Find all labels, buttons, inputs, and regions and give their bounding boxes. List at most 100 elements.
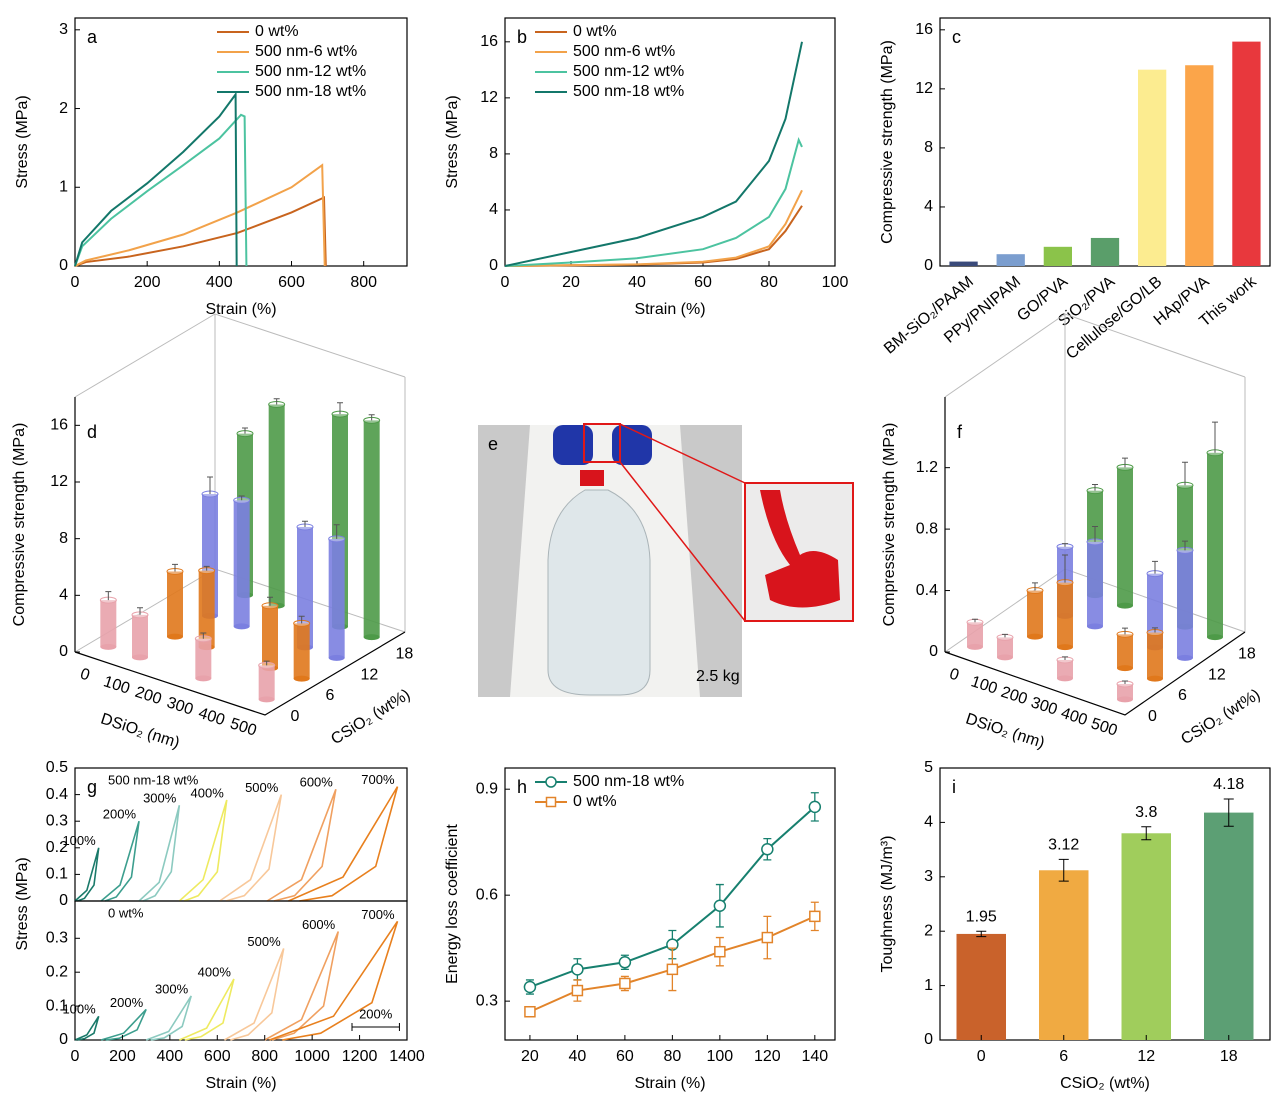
bar xyxy=(1057,582,1073,648)
loop-label: 100% xyxy=(62,1002,96,1017)
y-tick-label: 0 xyxy=(924,1031,933,1048)
loop-label: 300% xyxy=(155,981,189,996)
bar xyxy=(297,526,313,648)
bar xyxy=(268,404,285,606)
y-tick-label: 0 xyxy=(929,643,938,660)
error-bar xyxy=(207,476,213,495)
bar xyxy=(1147,632,1163,679)
x-tick-label: 140 xyxy=(801,1048,828,1065)
loop-label: 300% xyxy=(143,791,177,806)
x-tick-label: 500 xyxy=(228,715,259,739)
error-bar xyxy=(1122,680,1128,685)
error-bar xyxy=(1092,526,1098,542)
x-tick-label: 500 xyxy=(1089,715,1120,739)
x-tick-label: 120 xyxy=(754,1048,781,1065)
x-tick-label: 12 xyxy=(1137,1048,1155,1065)
marker xyxy=(809,910,821,923)
x-tick-label: 1400 xyxy=(389,1048,425,1065)
bar xyxy=(262,605,278,669)
y-tick-label: 5 xyxy=(924,759,933,776)
y-tick-label: 12 xyxy=(50,473,68,490)
y-tick-label: 1.2 xyxy=(916,459,938,476)
bar xyxy=(258,665,275,700)
error-bar xyxy=(203,565,210,571)
scale-bar-label: 200% xyxy=(359,1006,393,1021)
bar xyxy=(1207,452,1223,638)
loop xyxy=(178,799,228,902)
error-bar xyxy=(1152,627,1158,633)
frame xyxy=(939,17,1271,267)
line xyxy=(504,41,803,267)
z-tick-label: 0 xyxy=(291,708,300,725)
y-axis-label: Stress (MPa) xyxy=(444,95,461,188)
marker xyxy=(761,931,774,944)
annotation: 2.5 kg xyxy=(696,668,740,685)
y-tick-label: 0.6 xyxy=(476,886,498,903)
error-bar xyxy=(302,520,308,527)
bar xyxy=(233,500,250,627)
y-tick-label: 16 xyxy=(480,33,498,50)
x-tick-label: 100 xyxy=(822,274,849,291)
bar xyxy=(293,623,310,679)
error-bar xyxy=(1182,540,1188,551)
frame xyxy=(74,767,408,902)
x-tick-label: 400 xyxy=(1059,705,1090,729)
y-axis-label: Stress (MPa) xyxy=(14,95,31,188)
error-bar xyxy=(267,596,273,606)
annotation: 500 nm-18 wt% xyxy=(108,772,199,787)
y-axis-label: Energy loss coefficient xyxy=(444,824,461,984)
y-tick-label: 4 xyxy=(59,587,68,604)
y-tick-label: 0.8 xyxy=(916,520,938,537)
z-tick-label: 6 xyxy=(1178,687,1187,704)
error-bar xyxy=(1062,554,1068,583)
marker xyxy=(523,980,537,994)
x-tick-label: 60 xyxy=(694,274,712,291)
y-tick-label: 0.3 xyxy=(476,992,498,1009)
panel-letter: f xyxy=(957,422,963,442)
frame xyxy=(504,767,836,1041)
panel-letter: e xyxy=(488,434,498,454)
x-axis-label: Strain (%) xyxy=(634,1075,705,1092)
x-tick-label: 0 xyxy=(947,666,961,685)
bar xyxy=(1057,659,1073,679)
legend-label: 500 nm-12 wt% xyxy=(255,63,366,80)
x-axis-label: CSiO₂ (wt%) xyxy=(1060,1075,1150,1092)
error-bar xyxy=(368,414,375,421)
error-bar xyxy=(1212,421,1218,453)
x-tick-label: 400 xyxy=(196,705,227,729)
z-tick-label: 18 xyxy=(396,646,414,663)
y-tick-label: 12 xyxy=(480,89,498,106)
y-tick-label: 0.4 xyxy=(46,786,68,803)
error-bar xyxy=(1122,627,1128,635)
panel-letter: g xyxy=(87,777,97,797)
error-bar xyxy=(1032,582,1038,591)
legend-label: 0 wt% xyxy=(255,23,299,40)
frame xyxy=(74,900,408,1041)
error-bar xyxy=(238,495,245,501)
line xyxy=(504,137,803,267)
error-bar xyxy=(105,591,112,601)
x-tick-label: 200 xyxy=(109,1048,136,1065)
x-tick-label: 60 xyxy=(616,1048,634,1065)
loop xyxy=(264,931,340,1041)
x-tick-label: 80 xyxy=(760,274,778,291)
marker xyxy=(666,963,679,976)
y-tick-label: 4 xyxy=(924,198,933,215)
legend-label: 0 wt% xyxy=(573,23,617,40)
bar xyxy=(956,933,1006,1040)
x-tick-label: 0 xyxy=(71,1048,80,1065)
x-tick-label: 80 xyxy=(663,1048,681,1065)
x-tick-label: 6 xyxy=(1059,1048,1068,1065)
y-axis-label: Compressive strength (MPa) xyxy=(881,423,898,627)
error-bar xyxy=(1092,484,1098,491)
x-tick-label: 300 xyxy=(165,694,196,718)
bar xyxy=(1027,590,1043,637)
bottle xyxy=(547,489,651,696)
x-tick-label: 300 xyxy=(1029,694,1060,718)
error-bar xyxy=(242,427,248,434)
bar xyxy=(198,570,215,648)
y-tick-label: 16 xyxy=(915,21,933,38)
bar xyxy=(1117,634,1133,669)
data-label: 1.95 xyxy=(966,908,997,925)
x-tick-label: 100 xyxy=(707,1048,734,1065)
